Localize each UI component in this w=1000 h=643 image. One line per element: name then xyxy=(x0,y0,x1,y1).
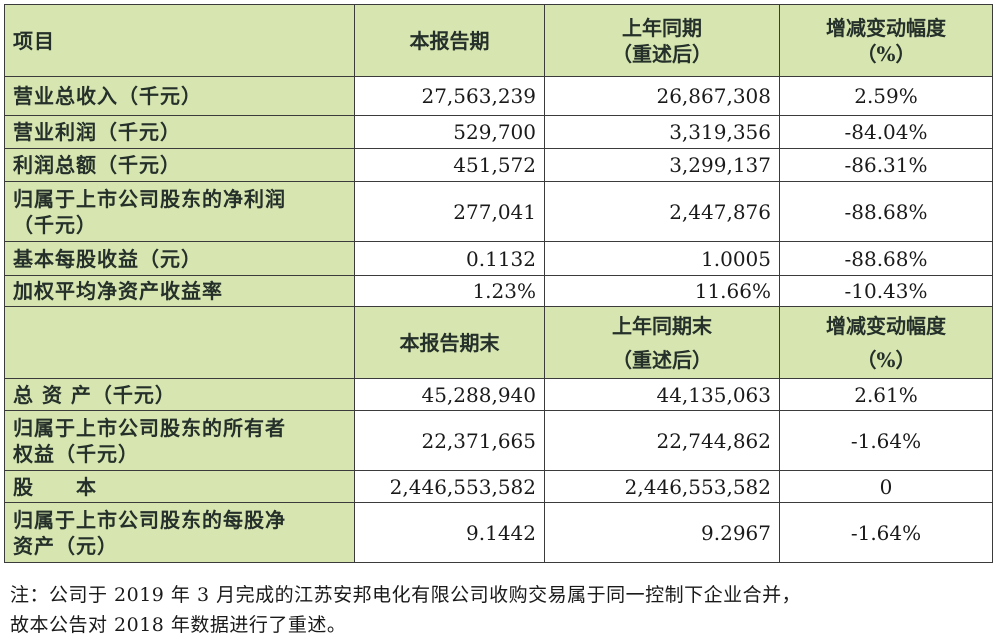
prior-value: 11.66% xyxy=(544,275,780,307)
prior-value: 3,319,356 xyxy=(544,115,780,149)
table-header-row: 项目 本报告期 上年同期 （重述后） 增减变动幅度 （%） xyxy=(4,4,993,77)
change-value: -86.31% xyxy=(779,148,993,182)
row-label: 营业利润（千元） xyxy=(4,115,355,149)
prior-value: 3,299,137 xyxy=(544,148,780,182)
table-row: 归属于上市公司股东的所有者 权益（千元） 22,371,665 22,744,8… xyxy=(4,410,993,471)
prior-value: 1.0005 xyxy=(544,241,780,276)
current-value: 451,572 xyxy=(354,148,545,182)
row-label-line1: 归属于上市公司股东的净利润 xyxy=(13,186,286,211)
header-prior-line2: （重述后） xyxy=(612,41,712,66)
row-label: 归属于上市公司股东的所有者 权益（千元） xyxy=(4,410,355,471)
row-label: 总 资 产（千元） xyxy=(4,378,355,411)
table-row: 归属于上市公司股东的每股净 资产（元） 9.1442 9.2967 -1.64% xyxy=(4,502,993,563)
subheader-prior-line2: （重述后） xyxy=(612,347,712,372)
row-label: 利润总额（千元） xyxy=(4,148,355,182)
subheader-change-line1: 增减变动幅度 xyxy=(826,313,946,338)
table-row: 加权平均净资产收益率 1.23% 11.66% -10.43% xyxy=(4,275,993,307)
current-value: 0.1132 xyxy=(354,241,545,276)
subheader-current-period-end: 本报告期末 xyxy=(354,306,545,379)
row-label: 营业总收入（千元） xyxy=(4,76,355,116)
table-subheader-row: 本报告期末 上年同期末 （重述后） 增减变动幅度 （%） xyxy=(4,306,993,379)
footnote-line1: 注：公司于 2019 年 3 月完成的江苏安邦电化有限公司收购交易属于同一控制下… xyxy=(10,584,802,606)
header-prior-line1: 上年同期 xyxy=(622,15,702,40)
row-label: 股 本 xyxy=(4,470,355,503)
change-value: 2.61% xyxy=(779,378,993,411)
current-value: 45,288,940 xyxy=(354,378,545,411)
table-row: 基本每股收益（元） 0.1132 1.0005 -88.68% xyxy=(4,241,993,276)
subheader-prior-line1: 上年同期末 xyxy=(612,313,712,338)
subheader-change-rate: 增减变动幅度 （%） xyxy=(779,306,993,379)
change-value: -84.04% xyxy=(779,115,993,149)
header-change-line2: （%） xyxy=(856,41,916,66)
row-label: 加权平均净资产收益率 xyxy=(4,275,355,307)
subheader-change-line2: （%） xyxy=(856,347,916,372)
financial-summary-table: 项目 本报告期 上年同期 （重述后） 增减变动幅度 （%） 营业总收入（千元） … xyxy=(4,4,993,563)
table-row: 营业利润（千元） 529,700 3,319,356 -84.04% xyxy=(4,115,993,149)
subheader-blank xyxy=(4,306,355,379)
header-current-period: 本报告期 xyxy=(354,4,545,77)
footnote-line2: 故本公告对 2018 年数据进行了重述。 xyxy=(10,614,347,636)
header-item: 项目 xyxy=(4,4,355,77)
current-value: 27,563,239 xyxy=(354,76,545,116)
row-label-line2: 权益（千元） xyxy=(13,441,139,466)
current-value: 277,041 xyxy=(354,181,545,242)
current-value: 529,700 xyxy=(354,115,545,149)
change-value: -1.64% xyxy=(779,502,993,563)
table-row: 总 资 产（千元） 45,288,940 44,135,063 2.61% xyxy=(4,378,993,411)
subheader-prior-period-end: 上年同期末 （重述后） xyxy=(544,306,780,379)
header-prior-period: 上年同期 （重述后） xyxy=(544,4,780,77)
prior-value: 9.2967 xyxy=(544,502,780,563)
prior-value: 26,867,308 xyxy=(544,76,780,116)
change-value: 2.59% xyxy=(779,76,993,116)
left-gutter xyxy=(0,0,4,643)
footnote: 注：公司于 2019 年 3 月完成的江苏安邦电化有限公司收购交易属于同一控制下… xyxy=(10,580,990,640)
row-label: 归属于上市公司股东的每股净 资产（元） xyxy=(4,502,355,563)
header-change-rate: 增减变动幅度 （%） xyxy=(779,4,993,77)
current-value: 2,446,553,582 xyxy=(354,470,545,503)
change-value: -10.43% xyxy=(779,275,993,307)
header-change-line1: 增减变动幅度 xyxy=(826,15,946,40)
prior-value: 44,135,063 xyxy=(544,378,780,411)
change-value: 0 xyxy=(779,470,993,503)
change-value: -1.64% xyxy=(779,410,993,471)
current-value: 22,371,665 xyxy=(354,410,545,471)
row-label: 归属于上市公司股东的净利润 （千元） xyxy=(4,181,355,242)
table-row: 归属于上市公司股东的净利润 （千元） 277,041 2,447,876 -88… xyxy=(4,181,993,242)
current-value: 1.23% xyxy=(354,275,545,307)
row-label-line1: 归属于上市公司股东的每股净 xyxy=(13,507,286,532)
table-row: 营业总收入（千元） 27,563,239 26,867,308 2.59% xyxy=(4,76,993,116)
change-value: -88.68% xyxy=(779,181,993,242)
row-label: 基本每股收益（元） xyxy=(4,241,355,276)
table-row: 利润总额（千元） 451,572 3,299,137 -86.31% xyxy=(4,148,993,182)
current-value: 9.1442 xyxy=(354,502,545,563)
row-label-line1: 归属于上市公司股东的所有者 xyxy=(13,415,286,440)
row-label-line2: 资产（元） xyxy=(13,533,118,558)
table-row: 股 本 2,446,553,582 2,446,553,582 0 xyxy=(4,470,993,503)
prior-value: 2,447,876 xyxy=(544,181,780,242)
change-value: -88.68% xyxy=(779,241,993,276)
prior-value: 2,446,553,582 xyxy=(544,470,780,503)
prior-value: 22,744,862 xyxy=(544,410,780,471)
row-label-line2: （千元） xyxy=(13,212,97,237)
